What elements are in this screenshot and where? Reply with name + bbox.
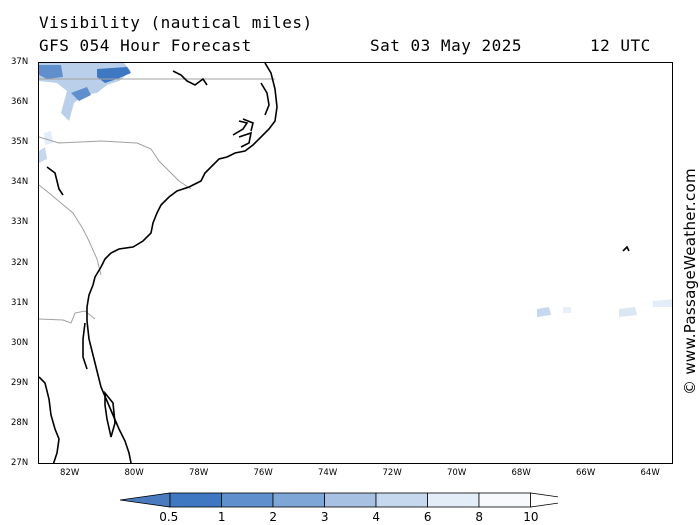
lon-label: 80W — [124, 468, 144, 478]
lat-label: 27N — [11, 458, 29, 468]
lon-label: 70W — [447, 468, 467, 478]
lat-label: 32N — [11, 257, 29, 268]
lat-label: 37N — [11, 57, 29, 67]
visibility-shading — [39, 63, 672, 317]
legend-swatch — [375, 492, 428, 508]
legend-swatch — [169, 492, 222, 508]
lon-label: 76W — [253, 468, 273, 478]
forecast-time: 12 UTC — [590, 36, 651, 55]
legend-swatch — [272, 492, 325, 508]
legend-label: 1 — [217, 510, 226, 524]
lat-label: 35N — [11, 137, 29, 148]
forecast-model: GFS 054 Hour Forecast — [39, 36, 252, 55]
legend-swatch — [119, 492, 171, 508]
lat-label: 34N — [11, 177, 29, 188]
map-title: Visibility (nautical miles) — [39, 13, 313, 32]
legend-label: 10 — [523, 510, 539, 524]
coastline — [39, 63, 630, 463]
legend-swatch — [427, 492, 480, 508]
legend-label: 0.5 — [159, 510, 179, 524]
lon-label: 66W — [576, 468, 596, 478]
map-canvas — [39, 63, 672, 463]
state-borders — [39, 78, 275, 324]
lon-label: 82W — [60, 468, 80, 478]
lat-label: 28N — [11, 417, 29, 428]
lon-label: 74W — [318, 468, 338, 478]
legend-label: 6 — [423, 510, 432, 524]
forecast-date: Sat 03 May 2025 — [370, 36, 522, 55]
lon-label: 72W — [382, 468, 402, 478]
lat-label: 33N — [11, 217, 29, 228]
lat-label: 31N — [11, 297, 29, 308]
legend-swatch — [324, 492, 377, 508]
visibility-map — [38, 62, 673, 464]
lon-label: 78W — [189, 468, 209, 478]
legend-swatch — [530, 492, 558, 508]
legend-swatch — [221, 492, 274, 508]
lat-label: 30N — [11, 337, 29, 348]
legend-label: 8 — [475, 510, 484, 524]
lat-label: 36N — [11, 97, 29, 108]
lon-label: 68W — [511, 468, 531, 478]
legend-swatch — [478, 492, 531, 508]
lat-label: 29N — [11, 377, 29, 388]
lon-label: 64W — [640, 468, 660, 478]
legend-label: 3 — [320, 510, 329, 524]
legend-label: 2 — [269, 510, 278, 524]
legend-label: 4 — [372, 510, 381, 524]
color-legend — [119, 492, 558, 508]
watermark: © www.PassageWeather.com — [681, 168, 699, 395]
